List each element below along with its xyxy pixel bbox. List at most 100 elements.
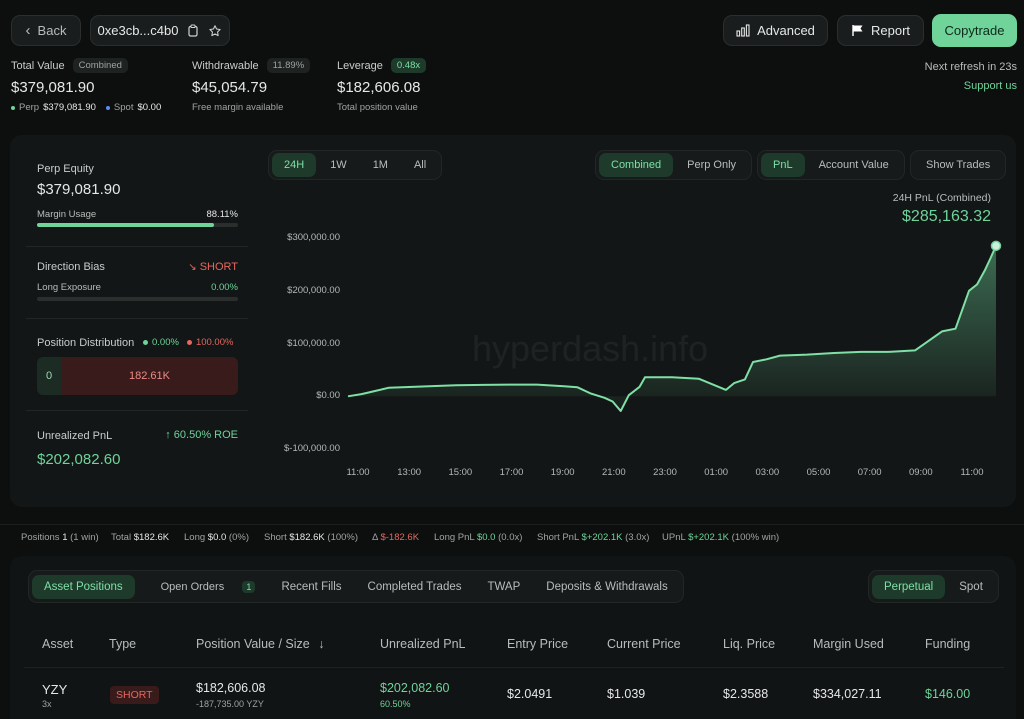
summary-long-label: Long xyxy=(184,532,206,543)
row-position-value: $182,606.08 xyxy=(196,681,266,695)
range-selector: 24H 1W 1M All xyxy=(268,150,443,180)
distribution-legend: 0.00% 100.00% xyxy=(143,337,233,348)
summary-upnl-sub: (100% win) xyxy=(731,532,780,543)
roe-text: 60.50% ROE xyxy=(173,429,238,441)
col-current-price[interactable]: Current Price xyxy=(607,637,681,651)
mode-perp-only[interactable]: Perp Only xyxy=(687,159,737,171)
arrow-up-icon: ↑ xyxy=(165,429,171,441)
summary-short-sub: (100%) xyxy=(327,532,359,543)
star-icon[interactable] xyxy=(208,24,222,38)
summary-long-pnl: Long PnL $0.0 (0.0x) xyxy=(434,532,522,543)
margin-usage-value: 88.11% xyxy=(206,209,238,220)
summary-long-sub: (0%) xyxy=(228,532,249,543)
row-entry-price: $2.0491 xyxy=(507,687,553,701)
leverage-badge: 0.48x xyxy=(390,58,427,73)
back-button[interactable]: ‹ Back xyxy=(11,15,81,46)
row-size: -187,735.00 YZY xyxy=(196,699,264,709)
dist-short-pct: 100.00% xyxy=(195,337,234,348)
x-tick-label: 05:00 xyxy=(806,467,831,478)
withdrawable-stat: Withdrawable 11.89% $45,054.79 Free marg… xyxy=(192,58,332,113)
summary-upnl: UPnL $+202.1K (100% win) xyxy=(662,532,779,543)
copy-icon[interactable] xyxy=(187,24,199,37)
back-label: Back xyxy=(37,23,67,38)
range-1w[interactable]: 1W xyxy=(330,159,347,171)
range-24h[interactable]: 24H xyxy=(272,153,317,177)
summary-positions-sub: (1 win) xyxy=(70,532,99,543)
summary-positions-label: Positions xyxy=(21,532,60,543)
pnl-value: $285,163.32 xyxy=(902,208,991,225)
leverage-sub: Total position value xyxy=(337,102,418,113)
tab-deposits-withdrawals[interactable]: Deposits & Withdrawals xyxy=(546,580,668,593)
tab-asset-positions[interactable]: Asset Positions xyxy=(32,574,135,599)
row-current-price: $1.039 xyxy=(607,687,646,701)
summary-long-pnl-value: $0.0 xyxy=(476,532,496,543)
positions-tabs: Asset Positions Open Orders 1 Recent Fil… xyxy=(28,570,684,603)
sort-arrow-icon: ↓ xyxy=(318,637,325,651)
flag-icon xyxy=(852,25,863,36)
col-position-value[interactable]: Position Value / Size ↓ xyxy=(196,637,324,651)
summary-delta-label: Δ xyxy=(372,532,378,543)
summary-total: Total $182.6K xyxy=(111,532,169,543)
summary-short-label: Short xyxy=(264,532,287,543)
col-unrealized-pnl[interactable]: Unrealized PnL xyxy=(380,637,466,651)
metric-pnl[interactable]: PnL xyxy=(761,153,805,177)
tab-open-orders[interactable]: Open Orders 1 xyxy=(137,575,268,599)
row-asset: YZY xyxy=(42,682,68,697)
tab-recent-fills[interactable]: Recent Fills xyxy=(281,580,342,593)
leverage-label: Leverage xyxy=(337,59,383,72)
summary-positions: Positions 1 (1 win) xyxy=(21,532,99,543)
copytrade-button[interactable]: Copytrade xyxy=(932,14,1017,47)
range-all[interactable]: All xyxy=(413,159,427,171)
summary-delta: Δ $-182.6K xyxy=(372,532,419,543)
x-tick-label: 11:00 xyxy=(346,467,370,478)
margin-usage-fill xyxy=(37,223,215,227)
col-asset[interactable]: Asset xyxy=(42,637,74,651)
report-button[interactable]: Report xyxy=(837,15,924,46)
summary-long-pnl-sub: (0.0x) xyxy=(498,532,523,543)
spot-dot-icon xyxy=(105,105,110,110)
show-trades-label: Show Trades xyxy=(926,159,991,171)
col-type[interactable]: Type xyxy=(109,637,137,651)
mode-combined[interactable]: Combined xyxy=(599,153,674,177)
tab-perpetual[interactable]: Perpetual xyxy=(872,574,946,599)
support-link[interactable]: Support us xyxy=(963,80,1017,92)
col-liq-price[interactable]: Liq. Price xyxy=(723,637,776,651)
tab-spot[interactable]: Spot xyxy=(959,580,983,593)
advanced-button[interactable]: Advanced xyxy=(723,15,828,46)
metric-account-value[interactable]: Account Value xyxy=(818,159,889,171)
advanced-label: Advanced xyxy=(757,23,815,38)
range-1m[interactable]: 1M xyxy=(372,159,388,171)
leverage-stat: Leverage 0.48x $182,606.08 Total positio… xyxy=(337,58,477,113)
x-tick-label: 09:00 xyxy=(908,467,933,478)
summary-bar-bg xyxy=(0,524,1024,552)
direction-bias-text: SHORT xyxy=(199,261,238,273)
summary-short-pnl-sub: (3.0x) xyxy=(625,532,650,543)
perp-dot-icon xyxy=(11,105,15,110)
row-liq-price: $2.3588 xyxy=(723,687,769,701)
pnl-last-point[interactable] xyxy=(990,240,1002,252)
total-value: $379,081.90 xyxy=(11,79,95,96)
col-entry-price[interactable]: Entry Price xyxy=(507,637,569,651)
dist-short-value: 182.61K xyxy=(129,370,170,382)
position-distribution-label: Position Distribution xyxy=(37,337,135,349)
table-divider xyxy=(24,667,1004,668)
chart-watermark: hyperdash.info xyxy=(472,328,709,369)
col-position-value-label: Position Value / Size xyxy=(196,637,310,651)
perp-value: $379,081.90 xyxy=(43,102,96,113)
bar-chart-icon xyxy=(736,24,750,37)
withdrawable-sub: Free margin available xyxy=(192,102,284,113)
copytrade-label: Copytrade xyxy=(944,23,1005,38)
row-funding: $146.00 xyxy=(925,687,971,701)
tab-twap[interactable]: TWAP xyxy=(487,580,521,593)
distribution-long-segment: 0 xyxy=(37,357,61,395)
divider xyxy=(26,318,248,319)
y-tick-label: $200,000.00 xyxy=(287,284,340,296)
y-tick-label: $100,000.00 xyxy=(287,337,340,349)
y-tick-label: $-100,000.00 xyxy=(284,443,340,454)
margin-usage-label: Margin Usage xyxy=(37,209,97,220)
col-margin-used[interactable]: Margin Used xyxy=(813,637,884,651)
show-trades-button[interactable]: Show Trades xyxy=(910,150,1007,180)
col-funding[interactable]: Funding xyxy=(925,637,971,651)
x-tick-label: 01:00 xyxy=(704,467,729,478)
tab-completed-trades[interactable]: Completed Trades xyxy=(367,580,462,593)
